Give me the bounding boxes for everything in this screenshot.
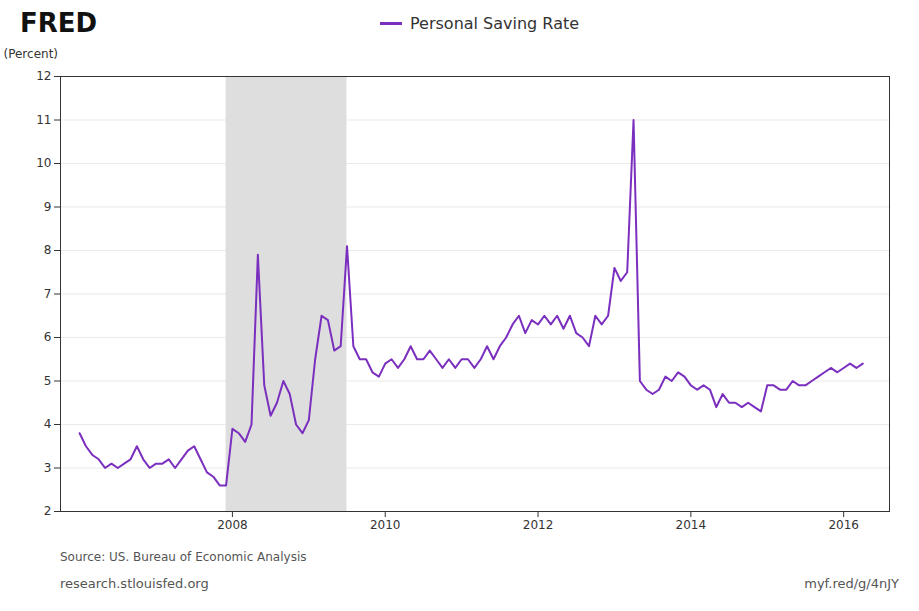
html-text:Source: US. Bureau of Economic: Source: US. Bureau of Economic Analysis: [60, 550, 307, 564]
html-text:research.stlouisfed.org: research.stlouisfed.org: [60, 576, 209, 591]
svg-text:4: 4: [44, 417, 52, 431]
svg-text:2008: 2008: [217, 518, 248, 532]
html-text:Personal Saving Rate: Personal Saving Rate: [410, 14, 579, 33]
svg-text:10: 10: [36, 156, 51, 170]
svg-text:9: 9: [44, 200, 52, 214]
svg-text:2016: 2016: [828, 518, 859, 532]
svg-text:6: 6: [44, 330, 52, 344]
svg-text:5: 5: [44, 374, 52, 388]
html-text:FRED: FRED: [20, 8, 98, 38]
svg-text:2: 2: [44, 504, 52, 518]
svg-text:11: 11: [36, 113, 51, 127]
svg-text:2010: 2010: [370, 518, 401, 532]
svg-text:2014: 2014: [676, 518, 707, 532]
html-text:myf.red/g/4nJY: myf.red/g/4nJY: [804, 576, 899, 591]
svg-text:2012: 2012: [523, 518, 554, 532]
svg-text:(Percent): (Percent): [4, 47, 59, 61]
svg-text:12: 12: [36, 69, 51, 83]
svg-text:8: 8: [44, 243, 52, 257]
svg-text:3: 3: [44, 461, 52, 475]
svg-text:7: 7: [44, 287, 52, 301]
